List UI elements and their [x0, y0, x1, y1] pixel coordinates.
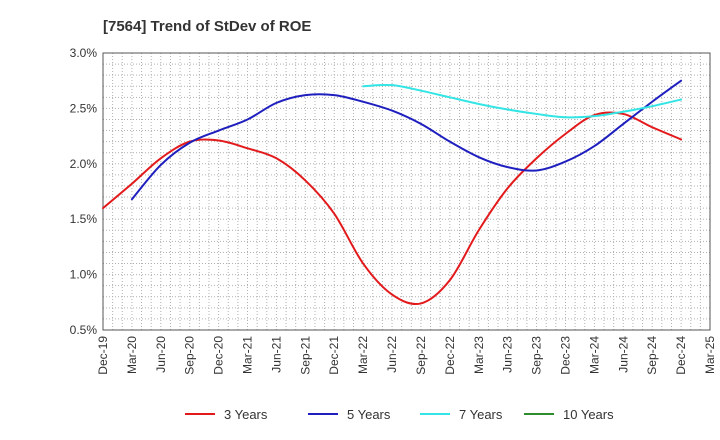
- x-tick-label: Jun-21: [269, 336, 283, 373]
- x-tick-label: Sep-22: [414, 336, 428, 375]
- x-tick-label: Sep-21: [298, 336, 312, 375]
- x-tick-label: Mar-20: [125, 336, 139, 374]
- plot-frame: [102, 52, 711, 331]
- x-tick-label: Sep-20: [183, 336, 197, 375]
- x-tick-label: Dec-19: [96, 336, 110, 375]
- legend-label: 3 Years: [224, 407, 268, 422]
- plot-border: [102, 52, 711, 331]
- x-tick-label: Dec-20: [212, 336, 226, 375]
- y-tick-label: 1.5%: [70, 212, 98, 226]
- legend-label: 10 Years: [563, 407, 614, 422]
- legend-label: 7 Years: [459, 407, 503, 422]
- x-tick-label: Dec-24: [674, 336, 688, 375]
- x-tick-label: Mar-22: [356, 336, 370, 374]
- x-tick-label: Sep-24: [645, 336, 659, 375]
- x-tick-label: Mar-25: [703, 336, 717, 374]
- x-tick-label: Mar-24: [587, 336, 601, 374]
- series-line-3-years: [102, 111, 683, 305]
- y-tick-label: 2.5%: [70, 101, 98, 115]
- series-line-7-years: [362, 83, 683, 119]
- y-tick-label: 1.0%: [70, 268, 98, 282]
- x-tick-label: Jun-24: [616, 336, 630, 373]
- grid-lines: [102, 52, 711, 331]
- series-line-5-years: [130, 79, 683, 201]
- y-tick-label: 0.5%: [70, 323, 98, 337]
- y-tick-label: 3.0%: [70, 46, 98, 60]
- y-tick-label: 2.0%: [70, 157, 98, 171]
- x-tick-label: Jun-20: [154, 336, 168, 373]
- chart-title: [7564] Trend of StDev of ROE: [103, 18, 311, 35]
- legend: 3 Years 5 Years 7 Years 10 Years: [185, 407, 614, 422]
- x-axis: Dec-19 Mar-20 Jun-20 Sep-20 Dec-20 Mar-21 Jun-…: [96, 336, 717, 375]
- x-tick-label: Dec-23: [558, 336, 572, 375]
- x-tick-label: Mar-21: [241, 336, 255, 374]
- x-tick-label: Jun-23: [501, 336, 515, 373]
- x-tick-label: Jun-22: [385, 336, 399, 373]
- x-tick-label: Dec-22: [443, 336, 457, 375]
- x-tick-label: Mar-23: [472, 336, 486, 374]
- series-layer: [102, 79, 683, 305]
- legend-label: 5 Years: [347, 407, 391, 422]
- x-tick-label: Dec-21: [327, 336, 341, 375]
- y-axis: 0.5% 1.0% 1.5% 2.0% 2.5% 3.0%: [70, 46, 98, 337]
- x-tick-label: Sep-23: [530, 336, 544, 375]
